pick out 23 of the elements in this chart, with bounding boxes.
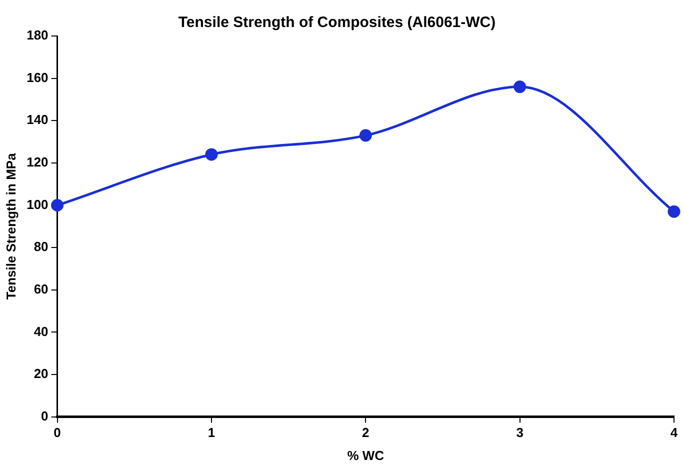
y-tick-label: 0 [41,408,48,424]
point [359,129,372,142]
point [514,80,526,94]
y-tick-label: 80 [34,239,48,254]
y-tick-label: 100 [26,196,48,212]
y-tick-label: 60 [34,281,48,296]
x-tick-label: 3 [516,425,524,440]
x-tick-label: 1 [208,425,216,440]
x-tick-label: 4 [670,425,678,440]
y-tick-label: 20 [34,366,48,382]
y-tick-label: 160 [26,70,48,85]
x-axis-title: % WC [347,448,385,463]
x-tick-label: 2 [362,425,370,440]
y-tick-label: 120 [26,154,48,170]
point [205,148,218,161]
y-tick-label: 140 [26,112,48,128]
point [51,198,64,212]
x-tick-label: 0 [54,425,61,440]
point [668,205,680,218]
y-tick-label: 40 [34,324,48,339]
y-axis-title: Tensile Strength in MPa [3,152,18,300]
chart-title: Tensile Strength of Composites (Al6061-WC) [178,14,496,32]
y-tick-label: 180 [26,28,48,43]
